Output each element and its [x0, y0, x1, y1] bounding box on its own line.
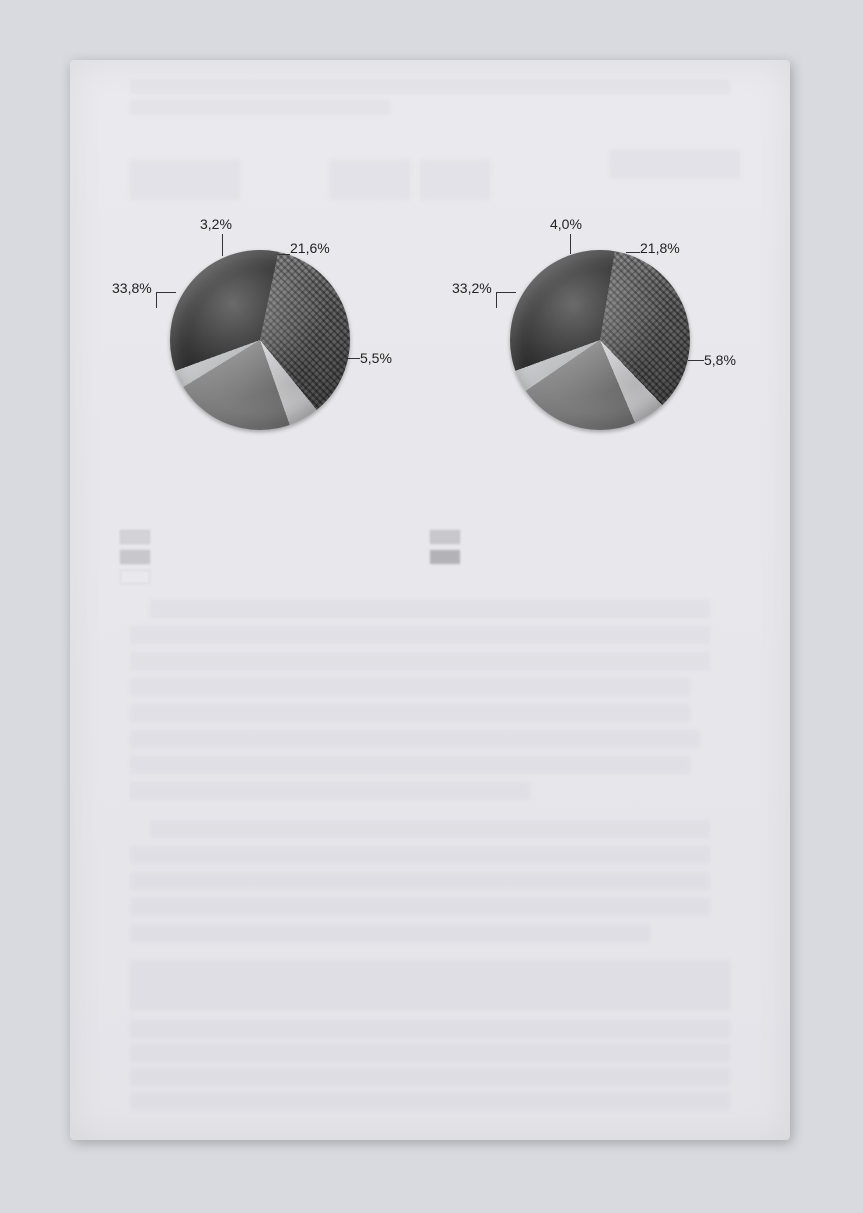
- ghost-line: [130, 704, 690, 722]
- label-right: 5,5%: [360, 350, 392, 366]
- ghost-line: [130, 898, 710, 916]
- ghost-line: [130, 782, 530, 800]
- ghost-line: [150, 600, 710, 618]
- ghost-line: [130, 756, 690, 774]
- label-right: 5,8%: [704, 352, 736, 368]
- hatch-overlay: [510, 250, 690, 430]
- ghost-line: [130, 872, 710, 890]
- charts-row: 3,2% 21,6% 5,5% 33,8% 4,0% 21,8% 5,8% 33…: [110, 190, 750, 510]
- legend-right: [430, 530, 460, 564]
- ghost-line: [130, 80, 730, 94]
- leader: [626, 252, 640, 253]
- ghost-line: [130, 100, 390, 114]
- legend-swatch: [430, 550, 460, 564]
- legend-swatch: [430, 530, 460, 544]
- label-top-left: 3,2%: [200, 216, 232, 232]
- legend-item: [430, 550, 460, 564]
- ghost-table-row: [130, 1044, 730, 1062]
- ghost-line: [130, 626, 710, 644]
- legend-left: [120, 530, 150, 584]
- scanned-page: 3,2% 21,6% 5,5% 33,8% 4,0% 21,8% 5,8% 33…: [70, 60, 790, 1140]
- legend-swatch: [120, 570, 150, 584]
- leader: [346, 358, 360, 359]
- pie-chart-left: 3,2% 21,6% 5,5% 33,8%: [110, 190, 410, 490]
- legend-swatch: [120, 530, 150, 544]
- ghost-line: [130, 924, 650, 942]
- pie-right: [510, 250, 690, 430]
- legend-item: [430, 530, 460, 544]
- label-upper-right: 21,8%: [640, 240, 680, 256]
- leader: [156, 292, 157, 308]
- label-top-left: 4,0%: [550, 216, 582, 232]
- legend-item: [120, 550, 150, 564]
- leader: [688, 360, 704, 361]
- leader: [156, 292, 176, 293]
- leader: [222, 234, 223, 256]
- leader: [278, 254, 290, 255]
- ghost-line: [130, 678, 690, 696]
- leader: [496, 292, 497, 308]
- ghost-line: [130, 846, 710, 864]
- ghost-line: [130, 730, 700, 748]
- ghost-table-row: [130, 1068, 730, 1086]
- ghost-line: [130, 652, 710, 670]
- leader: [496, 292, 516, 293]
- ghost-table-row: [130, 1020, 730, 1038]
- label-left: 33,2%: [452, 280, 492, 296]
- label-left: 33,8%: [112, 280, 152, 296]
- label-upper-right: 21,6%: [290, 240, 330, 256]
- ghost-table-header: [130, 960, 730, 1010]
- leader: [570, 234, 571, 254]
- pie-left: [170, 250, 350, 430]
- ghost-line: [150, 820, 710, 838]
- ghost-cell: [610, 150, 740, 178]
- hatch-overlay: [170, 250, 350, 430]
- ghost-table-row: [130, 1092, 730, 1110]
- legend-item: [120, 570, 150, 584]
- pie-chart-right: 4,0% 21,8% 5,8% 33,2%: [450, 190, 750, 490]
- legend-swatch: [120, 550, 150, 564]
- legend-item: [120, 530, 150, 544]
